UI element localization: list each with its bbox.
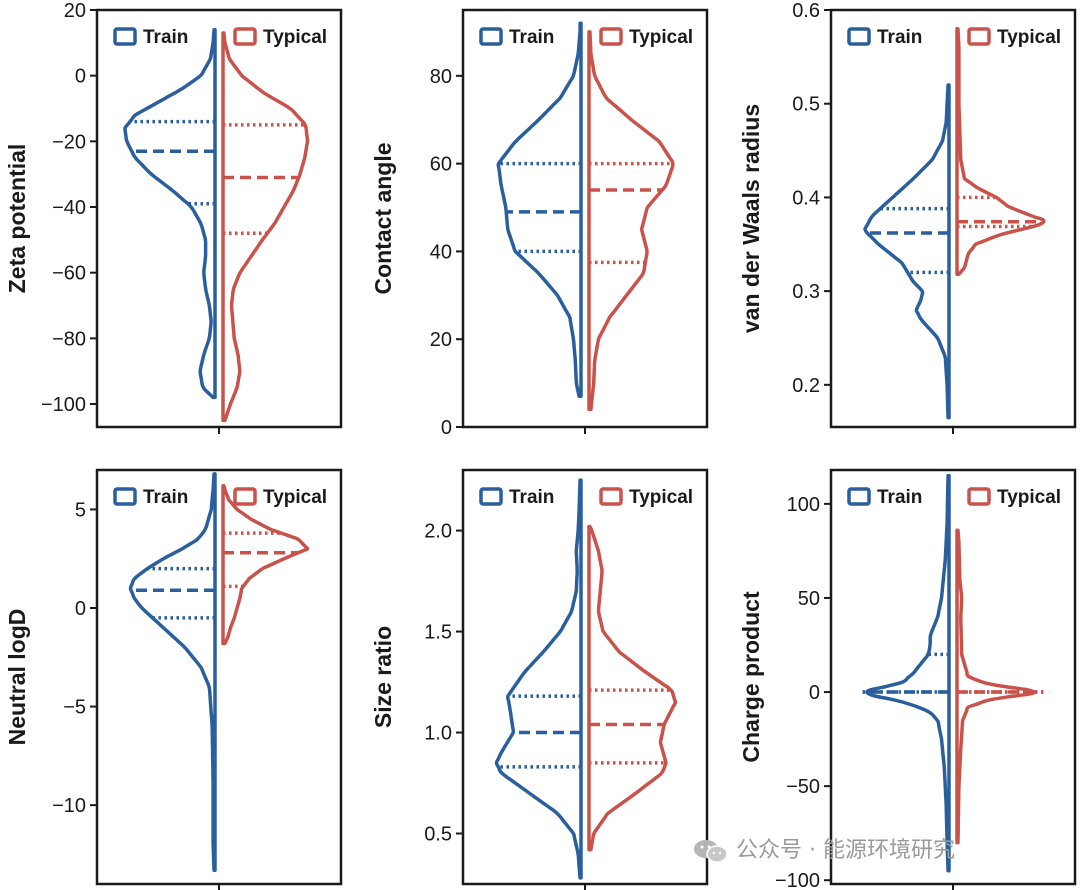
legend-label: Train: [877, 27, 922, 48]
y-tick-label: −100: [41, 394, 86, 416]
y-tick-label: 40: [430, 241, 452, 263]
y-tick-label: 20: [430, 329, 452, 351]
legend-swatch: [847, 487, 871, 506]
violin-train: [865, 473, 951, 873]
violin-train: [123, 27, 217, 400]
legend-swatch: [599, 487, 623, 506]
legend-swatch: [599, 27, 623, 46]
plot-frame: [461, 468, 709, 886]
legend-item-train: Train: [479, 27, 554, 48]
legend-item-typical: Typical: [967, 27, 1061, 48]
y-tick-label: 0: [75, 66, 86, 88]
y-tick-label: 0.4: [792, 187, 820, 209]
violin-train: [496, 21, 583, 399]
violin-panel-5: 2.0 1.5 1.0 0.5 Size ratio Train Typical: [370, 468, 709, 890]
y-tick-label: −10: [52, 795, 86, 817]
wechat-icon: [694, 840, 728, 863]
legend-swatch: [967, 27, 991, 46]
legend-item-train: Train: [113, 487, 188, 508]
plot-frame: [95, 468, 343, 886]
y-tick-label: −60: [52, 263, 86, 285]
watermark: 公众号 · 能源环境研究: [692, 832, 955, 864]
legend-swatch: [233, 27, 257, 46]
legend-swatch: [967, 487, 991, 506]
y-tick-label: −100: [775, 870, 820, 890]
y-tick-label: 50: [798, 588, 820, 610]
plot-frame: [829, 468, 1077, 886]
y-axis-label: Size ratio: [370, 626, 396, 728]
violin-train: [494, 478, 583, 880]
legend-item-typical: Typical: [599, 27, 693, 48]
legend-swatch: [233, 487, 257, 506]
y-tick-label: 0: [809, 682, 820, 704]
legend-item-train: Train: [847, 27, 922, 48]
y-tick-label: −40: [52, 197, 86, 219]
legend-swatch: [113, 487, 137, 506]
legend-label: Train: [877, 487, 922, 508]
violin-panel-4: 5 0 −5 −10 Neutral logD Train Typical: [4, 468, 343, 890]
legend-item-train: Train: [847, 487, 922, 508]
y-axis-label: Neutral logD: [4, 609, 30, 746]
y-tick-label: 100: [787, 494, 820, 516]
y-tick-label: 1.0: [424, 723, 452, 745]
violin-typical: [955, 26, 1046, 277]
y-tick-label: 5: [75, 499, 86, 521]
y-tick-label: 0.6: [792, 0, 820, 22]
legend-swatch: [847, 27, 871, 46]
legend-item-typical: Typical: [599, 487, 693, 508]
y-tick-label: −80: [52, 328, 86, 350]
plot-frame: [461, 8, 709, 429]
y-tick-label: 0.2: [792, 375, 820, 397]
legend-label: Train: [509, 487, 554, 508]
legend-swatch: [479, 27, 503, 46]
plot-frame: [95, 8, 343, 429]
y-axis-label: Contact angle: [370, 142, 396, 294]
y-axis-label: van der Waals radius: [738, 104, 764, 333]
legend-label: Typical: [997, 487, 1061, 508]
violin-panel-3: 0.6 0.5 0.4 0.3 0.2 van der Waals radius Train…: [738, 0, 1077, 434]
violin-train: [863, 83, 951, 420]
violin-typical: [221, 31, 310, 423]
legend-label: Typical: [629, 27, 693, 48]
violin-train: [128, 472, 217, 872]
y-tick-label: −50: [786, 776, 820, 798]
violin-panel-6: 100 50 0 −50 −100 Charge product Train Typical: [738, 468, 1077, 890]
legend-label: Train: [509, 27, 554, 48]
violin-typical: [955, 528, 1036, 845]
violin-typical: [587, 30, 675, 412]
violin-panel-2: 80 60 40 20 0 Contact angle Train Typical: [370, 8, 709, 439]
y-tick-label: 0: [441, 417, 452, 439]
legend-item-typical: Typical: [233, 27, 327, 48]
y-tick-label: 0.5: [792, 94, 820, 116]
y-tick-label: 80: [430, 66, 452, 88]
y-axis-label: Zeta potential: [4, 144, 30, 294]
legend-item-typical: Typical: [967, 487, 1061, 508]
legend-label: Typical: [629, 487, 693, 508]
y-tick-label: 0.3: [792, 281, 820, 303]
y-tick-label: −20: [52, 131, 86, 153]
legend-label: Typical: [997, 27, 1061, 48]
y-tick-label: 20: [64, 0, 86, 22]
y-tick-label: 0: [75, 598, 86, 620]
legend-item-train: Train: [113, 27, 188, 48]
y-tick-label: 60: [430, 154, 452, 176]
y-axis-label: Charge product: [738, 591, 764, 763]
y-tick-label: −5: [63, 697, 86, 719]
legend-label: Typical: [263, 487, 327, 508]
y-tick-label: 1.5: [424, 622, 452, 644]
legend-label: Train: [143, 27, 188, 48]
violin-typical: [221, 484, 310, 646]
y-tick-label: 0.5: [424, 824, 452, 846]
y-tick-label: 2.0: [424, 521, 452, 543]
violin-typical: [587, 524, 678, 852]
legend-label: Train: [143, 487, 188, 508]
legend-label: Typical: [263, 27, 327, 48]
violin-panel-1: 20 0 −20 −40 −60 −80 −100 Zeta potential Train Ty…: [4, 0, 343, 434]
legend-swatch: [113, 27, 137, 46]
watermark-text: 公众号 · 能源环境研究: [736, 838, 955, 863]
legend-item-typical: Typical: [233, 487, 327, 508]
legend-item-train: Train: [479, 487, 554, 508]
legend-swatch: [479, 487, 503, 506]
